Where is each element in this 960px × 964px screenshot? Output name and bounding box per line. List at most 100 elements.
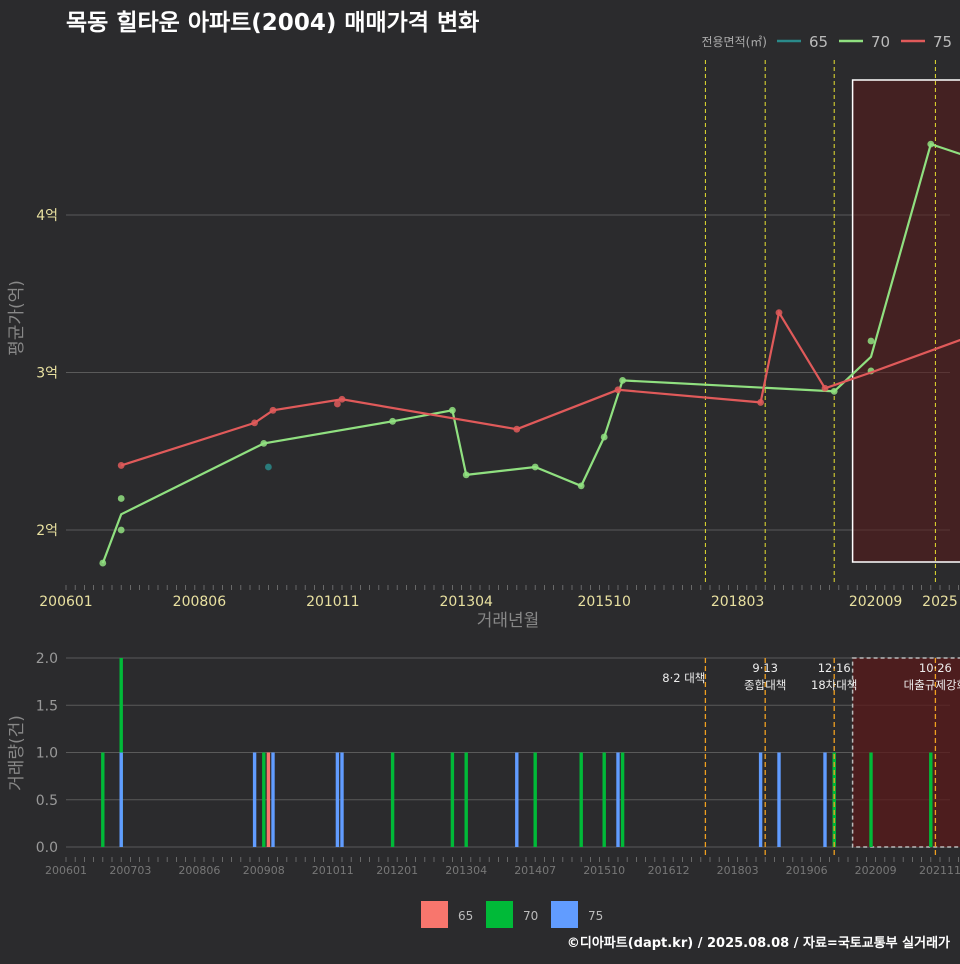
y-axis-label: 평균가(억)	[7, 280, 27, 356]
bar-70	[101, 752, 105, 847]
legend-swatch-75	[551, 901, 578, 928]
policy-annotation: 18차대책	[811, 678, 857, 692]
data-point-70	[99, 559, 107, 567]
data-point-70	[117, 526, 125, 534]
chart-title: 목동 힐타운 아파트(2004) 매매가격 변화	[66, 10, 479, 36]
bar-70	[832, 752, 836, 847]
data-point-70	[600, 433, 608, 441]
x-tick-label: 201011	[306, 594, 359, 610]
bar-70	[390, 752, 395, 847]
volume-panel: 0.0 0.5 1.0 1.5 2.0 8·2 대책 9·13 종합대책 12·16 18차대책 1…	[7, 651, 960, 877]
legend-label-70: 70	[871, 33, 890, 51]
x-tick-label: 201304	[445, 864, 487, 877]
highlight-box	[851, 79, 960, 563]
data-point-70	[117, 495, 125, 502]
policy-annotation: 대출규제강화	[904, 678, 960, 692]
bar-70	[579, 752, 583, 847]
data-point-75	[614, 386, 622, 394]
data-point-75	[334, 400, 341, 408]
data-point-70	[619, 376, 626, 384]
policy-annotation: 10·26	[919, 661, 952, 675]
area-legend-top: 전용면적(㎡) 65 70 75	[701, 33, 952, 51]
x-tick-label: 200601	[45, 864, 87, 877]
area-legend-bottom: 65 70 75	[421, 901, 603, 928]
x-tick-label: 201906	[786, 864, 828, 877]
bar-70	[464, 752, 468, 847]
x-tick-label: 201011	[312, 864, 354, 877]
bar-75	[119, 752, 123, 847]
bar-75	[271, 752, 275, 847]
y-axis-label: 거래량(건)	[7, 715, 27, 791]
x-tick-label: 201510	[583, 864, 625, 877]
bar-70	[450, 752, 455, 847]
series-line-75	[120, 309, 960, 467]
x-tick-label: 201803	[711, 594, 764, 610]
x-tick-label: 202111	[919, 864, 960, 877]
y-tick-label: 2.0	[36, 651, 58, 667]
data-point-70	[830, 388, 838, 395]
series-line-70	[101, 142, 960, 564]
data-point-75	[757, 399, 764, 406]
x-tick-label: 200703	[109, 864, 151, 877]
legend-label-65: 65	[809, 33, 828, 51]
bar-75	[616, 752, 620, 847]
data-point-70	[449, 406, 456, 414]
bar-75	[335, 752, 340, 847]
legend-swatch-65	[421, 901, 448, 928]
x-tick-label: 202009	[849, 594, 902, 610]
price-panel: 2억 3억 4억 200601 200806 201011 201304 201510 2018…	[7, 60, 960, 631]
bar-75	[252, 752, 257, 847]
data-point-70	[389, 417, 396, 425]
source-footer: ©디아파트(dapt.kr) / 2025.08.08 / 자료=국토교통부 실…	[567, 935, 950, 951]
policy-annotation: 8·2 대책	[662, 671, 705, 685]
x-tick-label: 2025	[922, 594, 958, 610]
data-point-70	[577, 482, 585, 490]
bar-70	[262, 752, 266, 847]
data-point-70	[462, 471, 470, 479]
data-point-75	[269, 406, 277, 414]
y-tick-label: 3억	[36, 366, 58, 382]
bar-70	[602, 752, 606, 847]
data-point-75	[251, 419, 258, 427]
bar-70	[869, 752, 873, 847]
x-tick-label: 200806	[173, 594, 227, 610]
x-tick-label: 200806	[178, 864, 220, 877]
data-point-70	[531, 463, 539, 471]
x-tick-label: 202009	[855, 864, 897, 877]
data-point-70	[867, 337, 875, 345]
y-tick-label: 1.5	[36, 698, 58, 714]
y-tick-label: 4억	[36, 208, 58, 224]
x-tick-label: 201612	[648, 864, 690, 877]
legend-title: 전용면적(㎡)	[701, 35, 767, 49]
bar-75	[340, 752, 344, 847]
data-point-75	[117, 462, 125, 469]
x-tick-label: 201407	[514, 864, 556, 877]
bar-70	[533, 752, 537, 847]
x-tick-label: 201201	[376, 864, 418, 877]
y-tick-label: 1.0	[36, 746, 58, 762]
policy-annotation: 9·13	[752, 661, 778, 675]
legend-label-65: 65	[458, 909, 473, 923]
policy-annotation: 12·16	[818, 661, 851, 675]
data-point-70	[260, 439, 268, 447]
bar-75	[515, 752, 519, 847]
bar-65	[266, 752, 271, 847]
legend-label-75: 75	[588, 909, 603, 923]
data-point-70	[927, 140, 935, 148]
x-tick-label: 200908	[243, 864, 285, 877]
bar-75	[823, 752, 827, 847]
data-point-75	[821, 384, 829, 392]
legend-swatch-70	[486, 901, 513, 928]
bar-70	[929, 752, 933, 847]
y-tick-label: 0.0	[36, 840, 58, 856]
policy-annotation: 종합대책	[744, 678, 786, 692]
data-point-65	[265, 463, 272, 471]
legend-label-70: 70	[523, 909, 538, 923]
data-point-75	[775, 309, 783, 317]
x-tick-label: 200601	[39, 594, 92, 610]
bar-75	[777, 752, 781, 847]
x-tick-label: 201510	[577, 594, 630, 610]
legend-label-75: 75	[933, 33, 952, 51]
